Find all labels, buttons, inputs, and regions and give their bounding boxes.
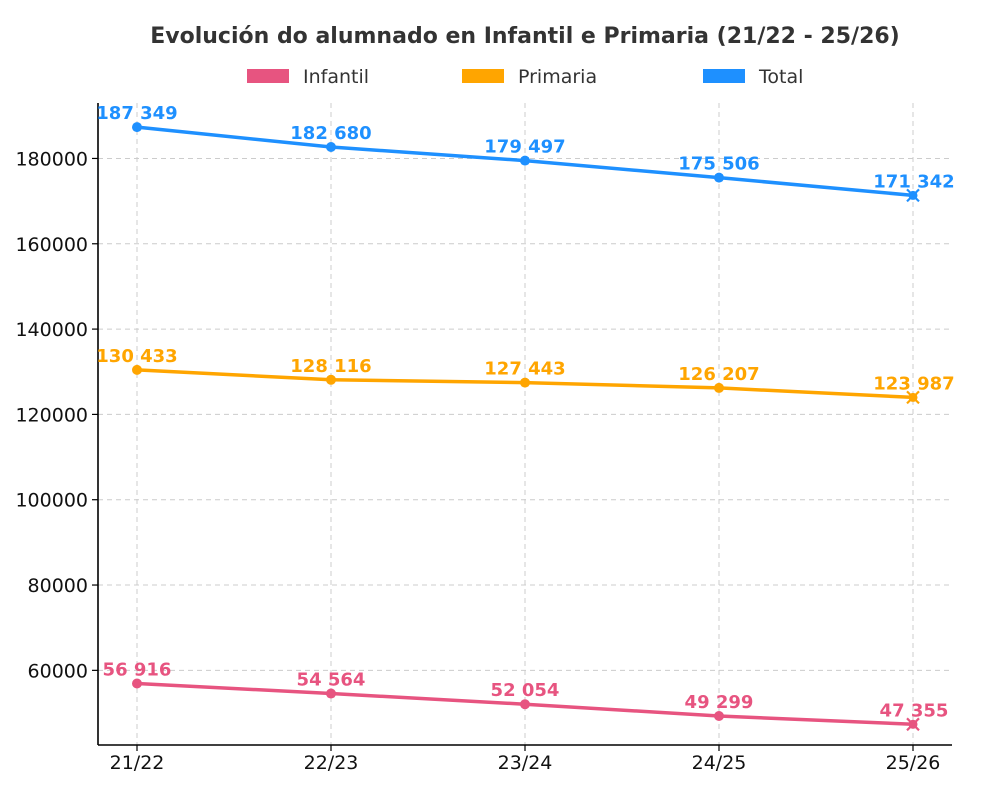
x-tick-label: 24/25 xyxy=(692,752,747,774)
data-point-total xyxy=(714,172,724,183)
x-tick-label: 25/26 xyxy=(886,752,941,774)
data-label-total: 187 349 xyxy=(96,103,177,124)
data-label-total: 182 680 xyxy=(290,123,371,144)
data-label-infantil: 52 054 xyxy=(491,680,560,701)
y-tick-label: 120000 xyxy=(15,404,88,426)
data-point-x-marker-infantil xyxy=(906,717,920,732)
data-point-primaria xyxy=(714,382,724,393)
y-tick-label: 60000 xyxy=(28,660,88,682)
y-tick-label: 80000 xyxy=(28,575,88,597)
data-label-total: 175 506 xyxy=(678,154,759,175)
y-tick-label: 180000 xyxy=(15,148,88,170)
series-layer xyxy=(132,122,920,732)
y-tick-label: 140000 xyxy=(15,319,88,341)
x-tick-label: 21/22 xyxy=(110,752,165,774)
axes: 21/22 22/23 23/24 24/25 25/26 60000 80000 10000… xyxy=(15,103,952,774)
legend-swatch-total xyxy=(703,69,745,83)
data-label-total: 179 497 xyxy=(484,137,565,158)
data-label-primaria: 127 443 xyxy=(484,359,565,380)
data-label-infantil: 56 916 xyxy=(103,660,172,681)
data-point-x-marker-total xyxy=(906,188,920,203)
y-tick-label: 100000 xyxy=(15,490,88,512)
chart-title: Evolución do alumnado en Infantil e Prim… xyxy=(150,24,900,49)
legend-label-infantil: Infantil xyxy=(303,66,369,88)
data-point-infantil xyxy=(714,710,724,721)
y-tick-label: 160000 xyxy=(15,234,88,256)
data-point-x-marker-primaria xyxy=(906,390,920,405)
grid xyxy=(98,103,952,745)
data-point-infantil xyxy=(132,678,142,689)
data-point-infantil xyxy=(326,688,336,699)
legend-swatch-primaria xyxy=(462,69,504,83)
x-tick-label: 22/23 xyxy=(304,752,359,774)
data-label-infantil: 49 299 xyxy=(685,692,754,713)
data-label-primaria: 126 207 xyxy=(678,364,759,385)
data-labels: 56 916 54 564 52 054 49 299 47 355 130 433 128… xyxy=(96,103,954,721)
data-label-infantil: 47 355 xyxy=(880,700,949,721)
data-point-primaria xyxy=(132,364,142,375)
legend: Infantil Primaria Total xyxy=(247,66,803,88)
data-label-infantil: 54 564 xyxy=(297,670,366,691)
data-label-total: 171 342 xyxy=(873,171,954,192)
data-label-primaria: 130 433 xyxy=(96,346,177,367)
legend-swatch-infantil xyxy=(247,69,289,83)
data-point-primaria xyxy=(326,374,336,385)
legend-label-total: Total xyxy=(758,66,803,88)
data-point-primaria xyxy=(520,377,530,388)
x-tick-label: 23/24 xyxy=(498,752,553,774)
data-point-infantil xyxy=(520,699,530,710)
data-point-total xyxy=(132,122,142,133)
data-label-primaria: 123 987 xyxy=(873,373,954,394)
legend-label-primaria: Primaria xyxy=(518,66,597,88)
data-label-primaria: 128 116 xyxy=(290,356,371,377)
data-point-total xyxy=(326,142,336,153)
data-point-total xyxy=(520,155,530,166)
